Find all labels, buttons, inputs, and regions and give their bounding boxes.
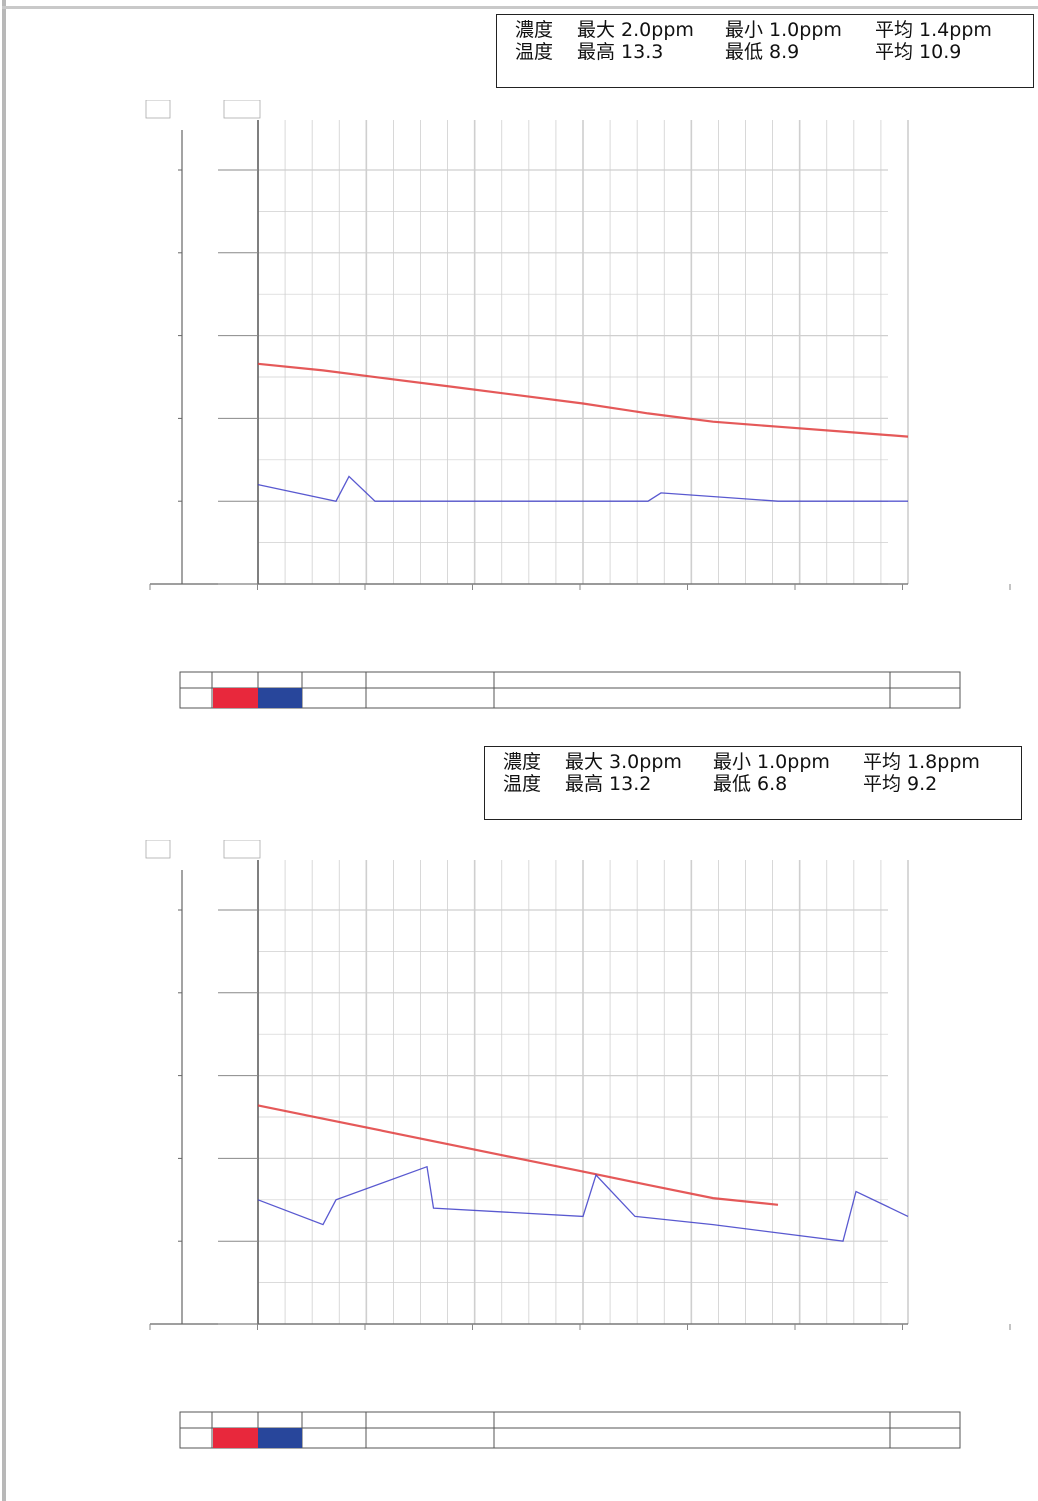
concentration-axis-header <box>223 100 261 119</box>
legend-table <box>179 1411 961 1449</box>
temp-max: 最高 13.2 <box>565 773 652 795</box>
chart-1-plot <box>145 100 1011 709</box>
legend-swatch-concentration <box>258 688 302 708</box>
conc-avg: 平均 1.8ppm <box>863 751 980 773</box>
legend-swatch-temperature <box>213 1428 258 1448</box>
temp-min: 最低 6.8 <box>713 773 788 795</box>
chart-2-plot <box>145 840 1011 1449</box>
conc-avg: 平均 1.4ppm <box>875 19 992 41</box>
conc-label: 濃度 <box>515 19 554 41</box>
temperature-series-line <box>257 362 909 438</box>
page-top-border <box>2 6 1038 9</box>
temp-avg: 平均 10.9 <box>875 41 962 63</box>
temp-label: 温度 <box>503 773 542 795</box>
legend-swatch-temperature <box>213 688 258 708</box>
legend-table <box>179 671 961 709</box>
temp-avg: 平均 9.2 <box>863 773 938 795</box>
conc-max: 最大 3.0ppm <box>565 751 682 773</box>
concentration-axis-header <box>223 840 261 859</box>
temp-label: 温度 <box>515 41 554 63</box>
concentration-series-line <box>257 1165 909 1242</box>
stats-row-concentration: 濃度 最大 2.0ppm 最小 1.0ppm 平均 1.4ppm <box>515 19 1021 41</box>
legend-swatch-concentration <box>258 1428 302 1448</box>
concentration-series-line <box>257 475 908 502</box>
stats-row-concentration: 濃度 最大 3.0ppm 最小 1.0ppm 平均 1.8ppm <box>503 751 1009 773</box>
conc-max: 最大 2.0ppm <box>577 19 694 41</box>
stats-row-temperature: 温度 最高 13.3 最低 8.9 平均 10.9 <box>515 41 1021 63</box>
conc-min: 最小 1.0ppm <box>713 751 830 773</box>
conc-min: 最小 1.0ppm <box>725 19 842 41</box>
temperature-series-line <box>257 1104 779 1206</box>
stats-box-1: 濃度 最大 2.0ppm 最小 1.0ppm 平均 1.4ppm 温度 最高 1… <box>496 14 1034 88</box>
stats-box-2: 濃度 最大 3.0ppm 最小 1.0ppm 平均 1.8ppm 温度 最高 1… <box>484 746 1022 820</box>
temp-max: 最高 13.3 <box>577 41 664 63</box>
conc-label: 濃度 <box>503 751 542 773</box>
page-footer <box>260 1478 780 1492</box>
temperature-axis-header <box>145 840 171 859</box>
temperature-axis-header <box>145 100 171 119</box>
stats-row-temperature: 温度 最高 13.2 最低 6.8 平均 9.2 <box>503 773 1009 795</box>
temp-min: 最低 8.9 <box>725 41 800 63</box>
page-left-border <box>2 0 6 1501</box>
